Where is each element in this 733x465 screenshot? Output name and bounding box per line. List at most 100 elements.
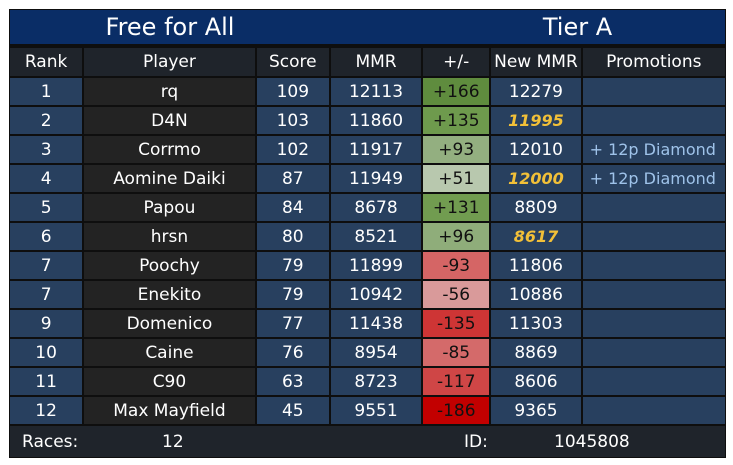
tier-title: Tier A [542, 13, 613, 41]
new-mmr-cell: 8617 [491, 223, 581, 250]
new-mmr-cell: 12010 [491, 136, 581, 163]
new-mmr-cell: 10886 [491, 281, 581, 308]
rank-cell: 6 [10, 223, 83, 250]
promotion-cell [582, 78, 725, 105]
mmr-cell: 8723 [330, 368, 422, 395]
score-cell: 63 [256, 368, 329, 395]
promotion-cell [582, 281, 725, 308]
table-row: 4 Aomine Daiki 87 11949 +51 12000 + 12p Diamon… [10, 165, 725, 192]
mmr-cell: 12113 [330, 78, 422, 105]
rank-cell: 4 [10, 165, 83, 192]
promotion-cell: + 12p Diamond [582, 136, 725, 163]
table-row: 7 Enekito 79 10942 -56 10886 [10, 281, 725, 308]
table-row: 1 rq 109 12113 +166 12279 [10, 78, 725, 105]
player-cell: Aomine Daiki [84, 165, 255, 192]
table-row: 5 Papou 84 8678 +131 8809 [10, 194, 725, 221]
races-label: Races: [22, 431, 79, 452]
rank-cell: 12 [10, 397, 83, 424]
col-header-rank: Rank [10, 48, 83, 76]
delta-cell: -93 [423, 252, 490, 279]
score-cell: 87 [256, 165, 329, 192]
col-header-player: Player [84, 48, 255, 76]
id-label: ID: [464, 431, 488, 452]
score-cell: 109 [256, 78, 329, 105]
score-cell: 103 [256, 107, 329, 134]
delta-cell: -186 [423, 397, 490, 424]
table-row: 2 D4N 103 11860 +135 11995 [10, 107, 725, 134]
mmr-cell: 8521 [330, 223, 422, 250]
player-cell: hrsn [84, 223, 255, 250]
rank-cell: 2 [10, 107, 83, 134]
new-mmr-cell: 8809 [491, 194, 581, 221]
header-row: Rank Player Score MMR +/- New MMR Promot… [10, 48, 725, 76]
new-mmr-cell: 12279 [491, 78, 581, 105]
new-mmr-cell: 12000 [491, 165, 581, 192]
mmr-cell: 11899 [330, 252, 422, 279]
mmr-cell: 11917 [330, 136, 422, 163]
new-mmr-cell: 9365 [491, 397, 581, 424]
mmr-cell: 10942 [330, 281, 422, 308]
results-table: Rank Player Score MMR +/- New MMR Promot… [8, 46, 727, 426]
table-row: 10 Caine 76 8954 -85 8869 [10, 339, 725, 366]
results-board: Free for All Tier A Rank Player Score MM… [9, 9, 726, 458]
score-cell: 76 [256, 339, 329, 366]
delta-cell: +96 [423, 223, 490, 250]
new-mmr-cell: 11995 [491, 107, 581, 134]
table-row: 3 Corrmo 102 11917 +93 12010 + 12p Diamond [10, 136, 725, 163]
new-mmr-cell: 11806 [491, 252, 581, 279]
footer-bar: Races: 12 ID: 1045808 [10, 426, 725, 457]
promotion-cell [582, 368, 725, 395]
promotion-cell [582, 397, 725, 424]
player-cell: rq [84, 78, 255, 105]
rank-cell: 7 [10, 281, 83, 308]
promotion-cell [582, 310, 725, 337]
promotion-cell: + 12p Diamond [582, 165, 725, 192]
mmr-cell: 11860 [330, 107, 422, 134]
mmr-cell: 11438 [330, 310, 422, 337]
player-cell: Enekito [84, 281, 255, 308]
delta-cell: -56 [423, 281, 490, 308]
score-cell: 79 [256, 252, 329, 279]
player-cell: D4N [84, 107, 255, 134]
mmr-cell: 9551 [330, 397, 422, 424]
rank-cell: 3 [10, 136, 83, 163]
score-cell: 79 [256, 281, 329, 308]
promotion-cell [582, 339, 725, 366]
races-value: 12 [162, 431, 184, 452]
delta-cell: -85 [423, 339, 490, 366]
table-row: 7 Poochy 79 11899 -93 11806 [10, 252, 725, 279]
score-cell: 84 [256, 194, 329, 221]
player-cell: Corrmo [84, 136, 255, 163]
delta-cell: -135 [423, 310, 490, 337]
score-cell: 45 [256, 397, 329, 424]
player-cell: C90 [84, 368, 255, 395]
col-header-delta: +/- [423, 48, 490, 76]
rank-cell: 5 [10, 194, 83, 221]
mmr-cell: 8954 [330, 339, 422, 366]
table-row: 11 C90 63 8723 -117 8606 [10, 368, 725, 395]
rank-cell: 9 [10, 310, 83, 337]
promotion-cell [582, 223, 725, 250]
player-cell: Domenico [84, 310, 255, 337]
new-mmr-cell: 8606 [491, 368, 581, 395]
rank-cell: 7 [10, 252, 83, 279]
title-bar: Free for All Tier A [10, 10, 725, 44]
score-cell: 80 [256, 223, 329, 250]
player-cell: Max Mayfield [84, 397, 255, 424]
id-value: 1045808 [554, 431, 630, 452]
player-cell: Papou [84, 194, 255, 221]
table-row: 9 Domenico 77 11438 -135 11303 [10, 310, 725, 337]
delta-cell: +135 [423, 107, 490, 134]
delta-cell: +93 [423, 136, 490, 163]
table-row: 12 Max Mayfield 45 9551 -186 9365 [10, 397, 725, 424]
col-header-promotions: Promotions [582, 48, 725, 76]
col-header-mmr: MMR [330, 48, 422, 76]
promotion-cell [582, 252, 725, 279]
mmr-cell: 11949 [330, 165, 422, 192]
col-header-score: Score [256, 48, 329, 76]
rank-cell: 1 [10, 78, 83, 105]
delta-cell: +166 [423, 78, 490, 105]
delta-cell: -117 [423, 368, 490, 395]
new-mmr-cell: 8869 [491, 339, 581, 366]
mmr-cell: 8678 [330, 194, 422, 221]
